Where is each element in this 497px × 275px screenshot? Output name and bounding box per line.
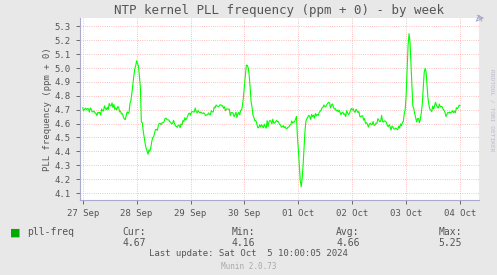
Text: Last update: Sat Oct  5 10:00:05 2024: Last update: Sat Oct 5 10:00:05 2024 xyxy=(149,249,348,258)
Y-axis label: PLL frequency (ppm + 0): PLL frequency (ppm + 0) xyxy=(43,47,52,171)
Text: Cur:: Cur: xyxy=(122,227,146,237)
Text: 4.66: 4.66 xyxy=(336,238,360,248)
Text: 5.25: 5.25 xyxy=(439,238,462,248)
Text: 4.67: 4.67 xyxy=(122,238,146,248)
Text: Min:: Min: xyxy=(232,227,255,237)
Text: Max:: Max: xyxy=(439,227,462,237)
Text: pll-freq: pll-freq xyxy=(27,227,75,237)
Title: NTP kernel PLL frequency (ppm + 0) - by week: NTP kernel PLL frequency (ppm + 0) - by … xyxy=(114,4,444,17)
Text: 4.16: 4.16 xyxy=(232,238,255,248)
Text: ■: ■ xyxy=(10,227,20,237)
Text: Avg:: Avg: xyxy=(336,227,360,237)
Text: RRDTOOL / TOBI OETIKER: RRDTOOL / TOBI OETIKER xyxy=(490,69,495,151)
Text: Munin 2.0.73: Munin 2.0.73 xyxy=(221,262,276,271)
